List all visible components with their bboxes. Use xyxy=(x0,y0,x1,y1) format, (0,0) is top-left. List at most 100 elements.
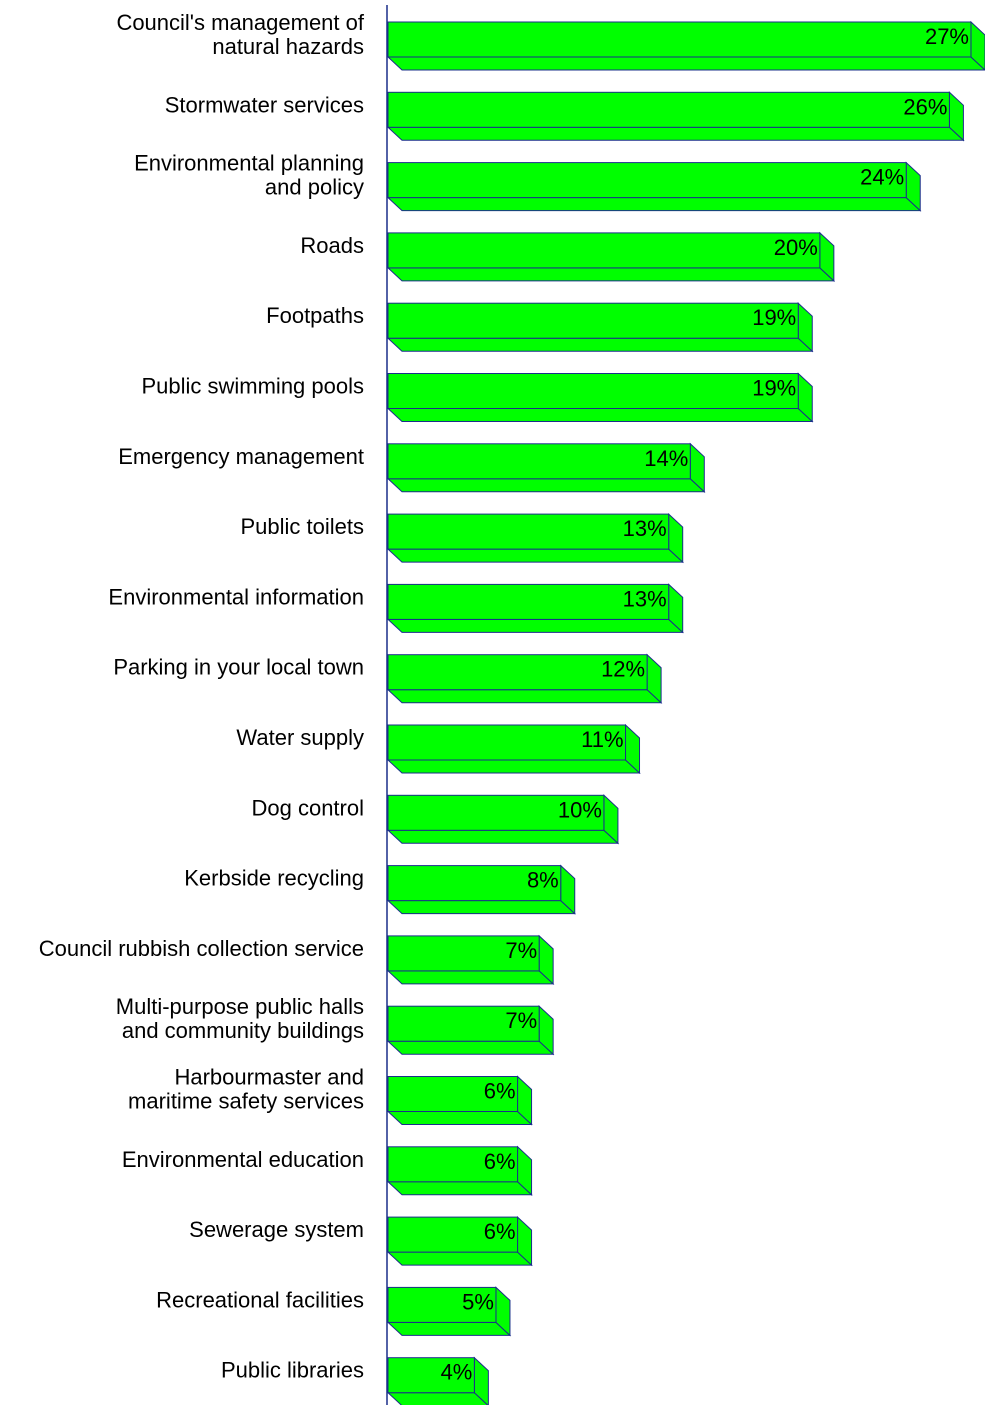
category-label-line: Environmental planning xyxy=(134,151,364,176)
category-label: Footpaths xyxy=(266,303,364,328)
data-label: 10% xyxy=(558,797,602,822)
bar-bottom-face xyxy=(386,1251,533,1266)
category-label-line: and community buildings xyxy=(122,1018,364,1043)
bar-bottom-face xyxy=(386,759,641,774)
bar-front-face xyxy=(387,654,648,691)
bar-bottom-face xyxy=(386,408,814,422)
category-label-line: Footpaths xyxy=(266,303,364,328)
bar-bottom-face xyxy=(386,970,555,985)
category-label: Recreational facilities xyxy=(156,1287,364,1312)
category-label-line: Council rubbish collection service xyxy=(39,936,364,961)
data-label: 26% xyxy=(903,94,947,119)
bar-front-face xyxy=(387,865,562,902)
bar: 10% xyxy=(386,794,620,845)
category-label-line: Public toilets xyxy=(240,514,364,539)
bar-bottom-face xyxy=(386,1181,533,1196)
data-label: 4% xyxy=(441,1360,473,1385)
data-label: 6% xyxy=(484,1219,516,1244)
category-label: Kerbside recycling xyxy=(184,866,364,891)
category-label: Dog control xyxy=(251,795,364,820)
bar-front-face xyxy=(387,794,605,831)
bars-group: 27% 26% 24% 20% 19% 19% 14% 13% 13% 12% 11% 10% 8% 7%… xyxy=(386,20,985,1405)
bar-front-face xyxy=(387,91,950,128)
bar: 6% xyxy=(386,1145,533,1196)
bar: 4% xyxy=(386,1356,489,1405)
category-label-line: Emergency management xyxy=(118,444,364,469)
category-label-line: Public libraries xyxy=(221,1358,364,1383)
bar: 13% xyxy=(386,512,684,564)
category-label-line: Environmental education xyxy=(122,1147,364,1172)
category-label: Environmental information xyxy=(108,584,364,609)
bar-front-face xyxy=(387,1216,519,1253)
category-label: Water supply xyxy=(236,725,364,750)
bar-bottom-face xyxy=(386,1321,512,1336)
bar-bottom-face xyxy=(386,1111,533,1125)
data-label: 6% xyxy=(484,1149,516,1174)
data-label: 19% xyxy=(752,305,796,330)
category-label: Council rubbish collection service xyxy=(39,936,364,961)
data-label: 5% xyxy=(462,1289,494,1314)
bar-front-face xyxy=(387,935,540,972)
category-label-line: Roads xyxy=(300,233,364,258)
data-label: 7% xyxy=(505,938,537,963)
category-label-line: Parking in your local town xyxy=(113,655,364,680)
category-label: Multi-purpose public halls and community … xyxy=(116,994,364,1043)
data-label: 7% xyxy=(505,1008,537,1033)
bar: 19% xyxy=(386,302,814,353)
bar: 7% xyxy=(386,1005,555,1056)
bar-bottom-face xyxy=(386,618,684,633)
bar-front-face xyxy=(387,1146,519,1183)
category-label-line: Environmental information xyxy=(108,584,364,609)
data-label: 11% xyxy=(581,727,623,752)
bar: 8% xyxy=(386,864,577,915)
category-label-line: natural hazards xyxy=(212,34,364,59)
bar: 26% xyxy=(386,91,965,142)
bar-bottom-face xyxy=(386,829,620,844)
category-label-line: Stormwater services xyxy=(165,92,364,117)
bar-bottom-face xyxy=(386,900,577,915)
bar: 5% xyxy=(386,1286,512,1337)
data-label: 8% xyxy=(527,868,559,893)
category-label-line: Sewerage system xyxy=(189,1217,364,1242)
category-label-line: Public swimming pools xyxy=(141,374,364,399)
bar-bottom-face xyxy=(386,548,684,563)
data-label: 19% xyxy=(752,376,796,401)
category-label: Environmental planning and policy xyxy=(134,151,364,200)
data-label: 14% xyxy=(644,446,688,471)
category-label-line: Harbourmaster and xyxy=(174,1065,364,1090)
data-label: 27% xyxy=(925,24,969,49)
bar-bottom-face xyxy=(386,1040,555,1055)
category-label: Sewerage system xyxy=(189,1217,364,1242)
category-label: Emergency management xyxy=(118,444,364,469)
bar-front-face xyxy=(387,162,907,199)
bar: 19% xyxy=(386,372,814,423)
bar: 11% xyxy=(386,723,641,775)
bar-front-face xyxy=(387,583,670,620)
category-label: Council's management of natural hazards xyxy=(116,10,364,59)
bar-front-face xyxy=(387,513,670,550)
category-label-line: Recreational facilities xyxy=(156,1287,364,1312)
bar-bottom-face xyxy=(386,267,836,282)
bar-bottom-face xyxy=(386,56,985,71)
bar: 24% xyxy=(386,161,922,212)
category-label-line: Water supply xyxy=(236,725,364,750)
bar-bottom-face xyxy=(386,197,922,212)
bar-front-face xyxy=(387,724,627,761)
bar-front-face xyxy=(387,1286,497,1323)
category-label-line: Multi-purpose public halls xyxy=(116,994,364,1019)
bar-front-face xyxy=(387,232,821,269)
bar-bottom-face xyxy=(386,1392,489,1405)
bar: 7% xyxy=(386,934,555,986)
category-label: Public swimming pools xyxy=(141,374,364,399)
bar-front-face xyxy=(387,21,972,58)
bar-bottom-face xyxy=(386,689,663,704)
bar: 20% xyxy=(386,231,836,283)
bar-bottom-face xyxy=(386,126,965,141)
bar: 14% xyxy=(386,442,706,493)
category-label: Public toilets xyxy=(240,514,364,539)
bar-front-face xyxy=(387,1005,540,1042)
bar-front-face xyxy=(387,443,691,480)
data-label: 20% xyxy=(774,235,818,260)
data-label: 13% xyxy=(623,516,667,541)
